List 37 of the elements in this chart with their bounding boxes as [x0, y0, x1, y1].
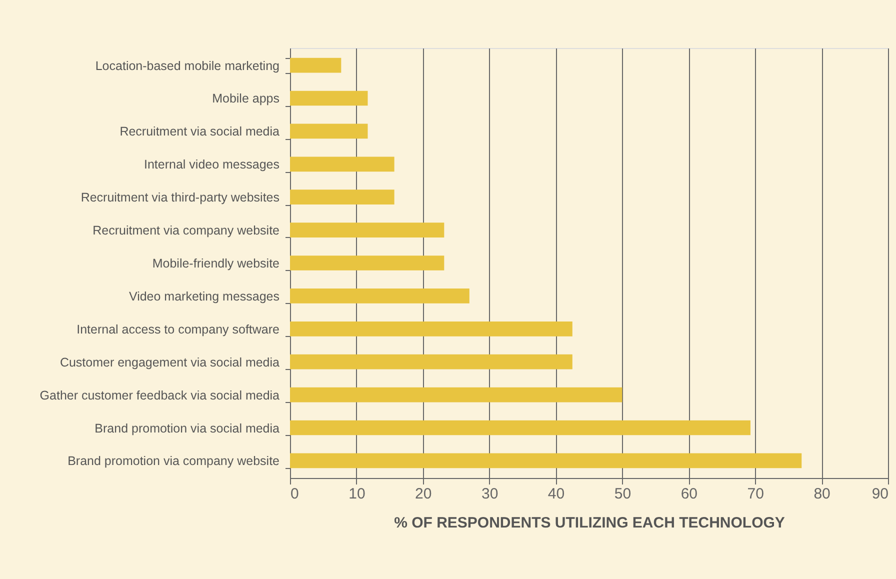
x-tick-label: 0	[290, 486, 299, 502]
x-tick-label: 30	[481, 486, 498, 502]
y-tick-label: Brand promotion via social media	[94, 421, 280, 436]
y-tick-label: Brand promotion via company website	[68, 454, 280, 468]
bar	[290, 156, 394, 172]
x-tick-label: 80	[814, 486, 830, 502]
bar	[290, 387, 622, 402]
x-axis-title: % OF RESPONDENTS UTILIZING EACH TECHNOLOGY	[394, 514, 785, 532]
y-tick-label: Gather customer feedback via social media	[40, 388, 280, 402]
y-tick-label: Recruitment via social media	[120, 124, 280, 139]
bar	[290, 420, 750, 436]
y-tick-label: Recruitment via third-party websites	[80, 190, 280, 205]
x-tick-label: 10	[348, 486, 366, 502]
y-tick-label: Recruitment via company website	[92, 224, 280, 238]
bar	[290, 124, 368, 139]
x-tick-label: 40	[548, 486, 565, 502]
bar	[290, 58, 342, 73]
y-tick-label: Video marketing messages	[128, 289, 280, 304]
y-tick-label: Internal video messages	[144, 158, 280, 172]
y-tick-label: Mobile apps	[212, 92, 280, 106]
bar	[290, 354, 572, 370]
y-tick-label: Internal access to company software	[76, 322, 280, 336]
x-tick-label: 90	[872, 486, 888, 502]
y-tick-label: Customer engagement via social media	[60, 355, 280, 370]
x-tick-label: 60	[680, 486, 698, 502]
bar	[290, 453, 802, 468]
bar	[290, 190, 394, 205]
x-tick-label: 50	[614, 486, 632, 502]
x-tick-label: 20	[415, 486, 432, 502]
bar	[290, 90, 368, 106]
y-tick-label: Mobile-friendly website	[152, 256, 280, 270]
bar	[290, 256, 444, 270]
x-tick-label: 70	[747, 486, 764, 502]
y-tick-label: Location-based mobile marketing	[95, 58, 280, 73]
bar	[290, 321, 572, 336]
bar	[290, 222, 444, 238]
bar	[290, 288, 470, 304]
